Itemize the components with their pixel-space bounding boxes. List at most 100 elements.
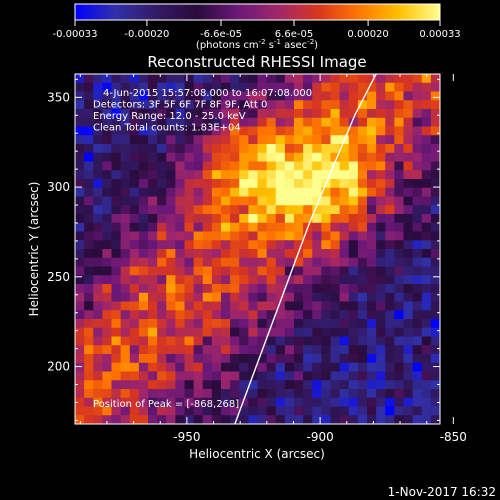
heatmap-cell — [257, 82, 268, 92]
heatmap-cell — [430, 231, 440, 241]
heatmap-cell — [193, 187, 204, 197]
heatmap-cell — [312, 275, 322, 285]
heatmap-cell — [376, 275, 386, 285]
heatmap-cell — [211, 275, 222, 285]
heatmap-cell — [403, 310, 414, 320]
heatmap-cell — [357, 310, 368, 320]
heatmap-cell — [330, 327, 341, 337]
heatmap-cell — [148, 275, 158, 285]
heatmap-cell — [303, 397, 313, 407]
heatmap-cell — [294, 222, 304, 232]
heatmap-cell — [157, 170, 167, 180]
heatmap-cell — [376, 144, 386, 154]
heatmap-cell — [312, 91, 322, 101]
heatmap-cell — [221, 117, 231, 127]
heatmap-cell — [321, 170, 331, 180]
heatmap-cell — [376, 397, 386, 407]
heatmap-cell — [211, 389, 222, 399]
heatmap-cell — [184, 126, 195, 136]
heatmap-cell — [275, 222, 286, 232]
heatmap-cell — [376, 249, 386, 259]
heatmap-cell — [111, 371, 122, 381]
heatmap-cell — [367, 231, 377, 241]
heatmap-cell — [348, 301, 359, 311]
heatmap-cell — [376, 196, 386, 206]
heatmap-cell — [175, 319, 185, 329]
heatmap-cell — [138, 214, 149, 224]
heatmap-cell — [367, 310, 377, 320]
heatmap-cell — [257, 91, 268, 101]
colorbar-tick-label: -0.00020 — [124, 29, 169, 40]
heatmap-cell — [348, 397, 359, 407]
heatmap-cell — [175, 257, 185, 267]
heatmap-cell — [412, 135, 423, 145]
heatmap-cell — [202, 284, 213, 294]
heatmap-cell — [230, 179, 240, 189]
heatmap-cell — [312, 231, 322, 241]
heatmap-cell — [367, 126, 377, 136]
heatmap-cell — [303, 284, 313, 294]
heatmap-cell — [357, 292, 368, 302]
heatmap-cell — [175, 126, 185, 136]
heatmap-cell — [84, 152, 94, 162]
heatmap-cell — [148, 100, 158, 110]
heatmap-cell — [248, 196, 258, 206]
heatmap-cell — [230, 336, 240, 346]
heatmap-cell — [202, 109, 213, 119]
heatmap-cell — [84, 222, 94, 232]
heatmap-cell — [294, 126, 304, 136]
heatmap-cell — [93, 380, 103, 390]
heatmap-cell — [403, 187, 414, 197]
heatmap-cell — [303, 109, 313, 119]
heatmap-cell — [357, 161, 368, 171]
heatmap-cell — [221, 74, 231, 84]
heatmap-cell — [412, 161, 423, 171]
heatmap-cell — [148, 161, 158, 171]
heatmap-cell — [111, 117, 122, 127]
heatmap-cell — [175, 109, 185, 119]
heatmap-cell — [211, 126, 222, 136]
heatmap-cell — [102, 82, 112, 92]
heatmap-cell — [221, 82, 231, 92]
heatmap-cell — [221, 406, 231, 416]
heatmap-cell — [230, 415, 240, 424]
heatmap-cell — [148, 144, 158, 154]
heatmap-cell — [284, 144, 295, 154]
heatmap-cell — [93, 292, 103, 302]
heatmap-cell — [157, 389, 167, 399]
heatmap-cell — [266, 266, 277, 276]
heatmap-cell — [120, 249, 131, 259]
heatmap-cell — [84, 406, 94, 416]
heatmap-cell — [339, 144, 350, 154]
heatmap-cell — [294, 152, 304, 162]
heatmap-cell — [294, 345, 304, 355]
heatmap-cell — [230, 292, 240, 302]
heatmap-cell — [412, 109, 423, 119]
heatmap-cell — [129, 196, 140, 206]
heatmap-cell — [294, 371, 304, 381]
heatmap-cell — [430, 74, 440, 84]
heatmap-cell — [412, 126, 423, 136]
heatmap-cell — [330, 406, 341, 416]
heatmap-cell — [403, 345, 414, 355]
heatmap-cell — [111, 292, 122, 302]
heatmap-cell — [193, 82, 204, 92]
heatmap-cell — [394, 249, 404, 259]
heatmap-cell — [138, 389, 149, 399]
heatmap-cell — [330, 214, 341, 224]
heatmap-cell — [239, 222, 249, 232]
heatmap-cell — [357, 196, 368, 206]
heatmap-cell — [221, 214, 231, 224]
heatmap-cell — [111, 205, 122, 215]
heatmap-cell — [275, 301, 286, 311]
heatmap-cell — [294, 275, 304, 285]
heatmap-cell — [175, 82, 185, 92]
heatmap-cell — [339, 82, 350, 92]
heatmap-cell — [348, 380, 359, 390]
heatmap-cell — [102, 231, 112, 241]
heatmap-cell — [93, 126, 103, 136]
heatmap-cell — [102, 380, 112, 390]
heatmap-cell — [412, 354, 423, 364]
heatmap-cell — [157, 284, 167, 294]
heatmap-cell — [330, 266, 341, 276]
